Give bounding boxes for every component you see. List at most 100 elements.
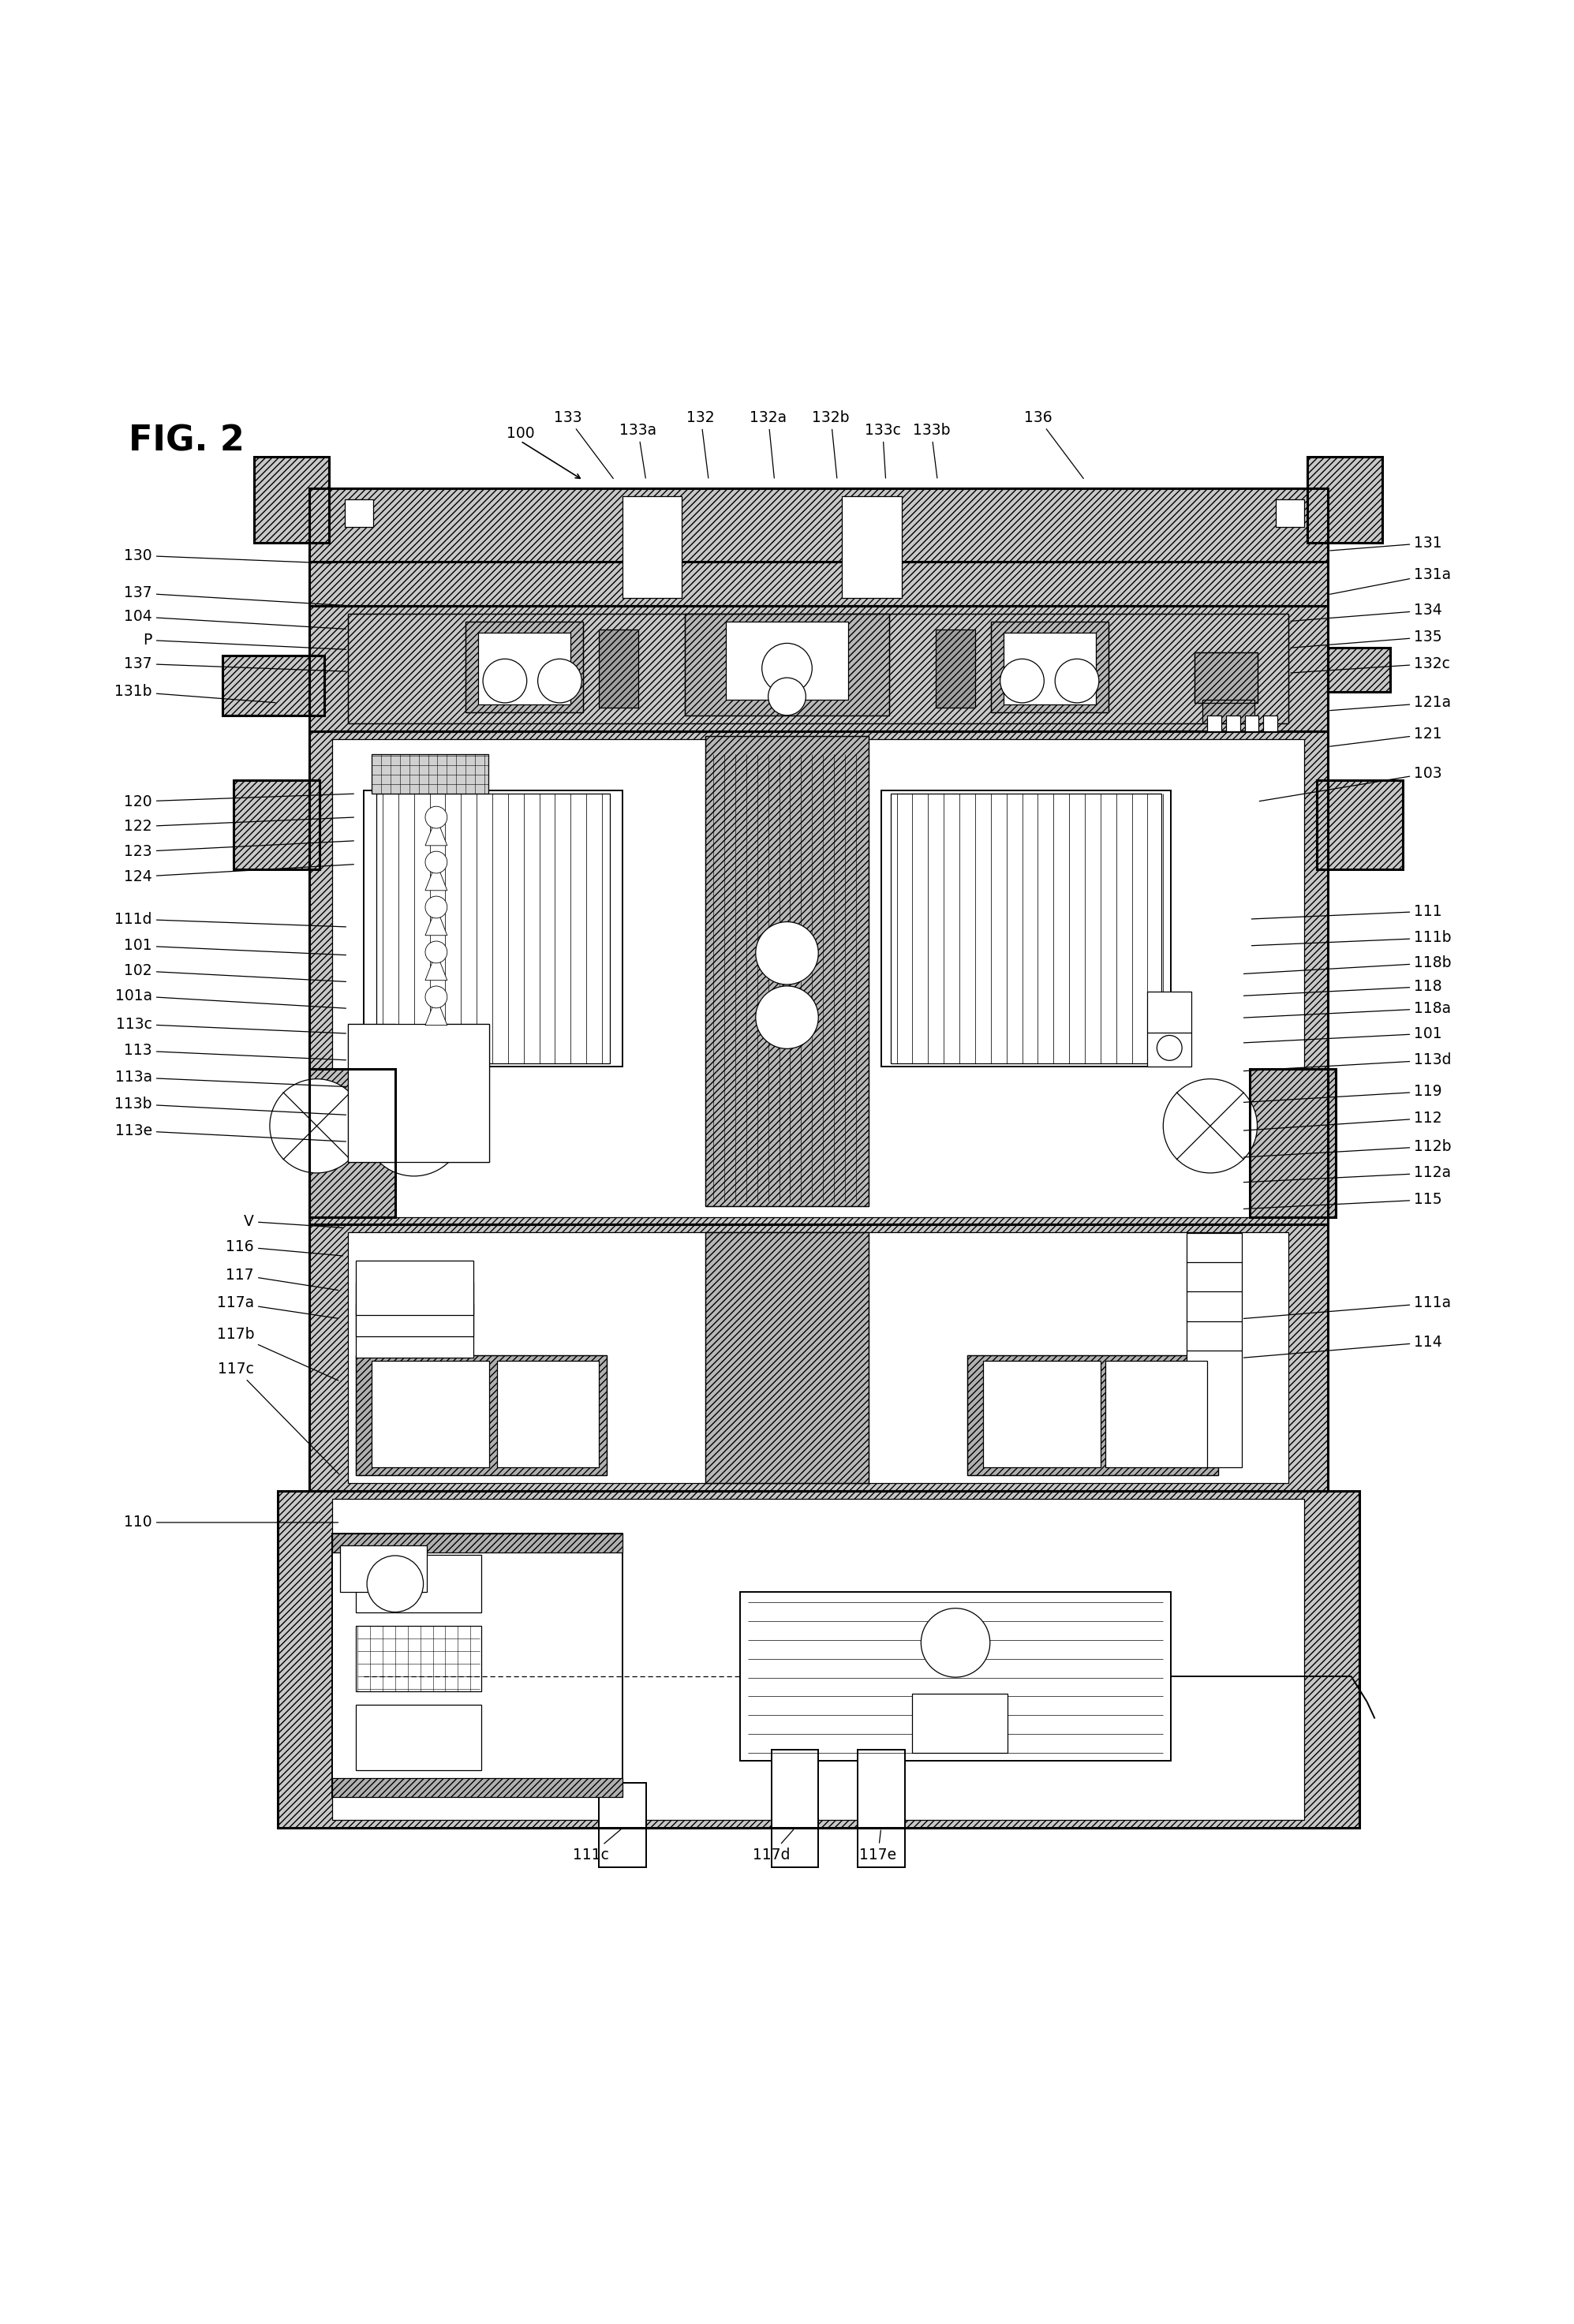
Bar: [913, 1694, 1007, 1752]
Bar: [277, 1492, 1358, 1829]
Bar: [858, 1750, 905, 1866]
Bar: [345, 500, 373, 528]
Text: 132a: 132a: [749, 409, 787, 479]
Text: 101: 101: [124, 939, 346, 955]
Circle shape: [756, 923, 818, 985]
Circle shape: [483, 660, 527, 702]
Bar: [705, 1232, 869, 1483]
Bar: [371, 755, 488, 792]
Bar: [309, 732, 1328, 1225]
Bar: [685, 614, 889, 716]
Bar: [348, 1025, 395, 1162]
Bar: [937, 630, 974, 706]
Bar: [842, 495, 902, 597]
Bar: [309, 1225, 1328, 1492]
Text: 131a: 131a: [1330, 567, 1451, 595]
Bar: [332, 1534, 622, 1796]
Text: 137: 137: [124, 586, 346, 607]
Circle shape: [425, 897, 447, 918]
Text: 113: 113: [124, 1043, 346, 1060]
Bar: [600, 1783, 645, 1866]
Circle shape: [425, 941, 447, 962]
Text: 133b: 133b: [913, 423, 951, 479]
Bar: [356, 1706, 482, 1771]
Bar: [1245, 716, 1259, 732]
Bar: [253, 458, 329, 544]
Text: 121a: 121a: [1330, 695, 1451, 711]
Bar: [309, 1069, 395, 1218]
Text: 137: 137: [124, 655, 346, 672]
Bar: [1207, 716, 1221, 732]
Text: 132b: 132b: [812, 409, 850, 479]
Text: 118b: 118b: [1243, 955, 1451, 974]
Text: 132c: 132c: [1291, 655, 1450, 674]
Text: 136: 136: [1023, 409, 1083, 479]
Text: 120: 120: [124, 795, 354, 809]
Bar: [332, 739, 1305, 1218]
Bar: [376, 792, 609, 1064]
Bar: [233, 781, 320, 869]
Text: 111c: 111c: [573, 1829, 620, 1862]
Bar: [705, 737, 869, 1206]
Bar: [891, 792, 1162, 1064]
Text: 114: 114: [1243, 1334, 1442, 1357]
Bar: [1250, 1069, 1336, 1218]
Bar: [1317, 781, 1402, 869]
Text: P: P: [143, 632, 346, 648]
Text: 132: 132: [686, 409, 715, 479]
Text: 131: 131: [1330, 535, 1442, 551]
Polygon shape: [425, 997, 447, 1025]
Text: 104: 104: [124, 609, 346, 630]
Bar: [233, 781, 320, 869]
Text: 117d: 117d: [752, 1829, 793, 1862]
Text: 117c: 117c: [217, 1362, 338, 1473]
Text: 117a: 117a: [217, 1294, 338, 1318]
Text: 124: 124: [124, 865, 354, 883]
Bar: [309, 488, 1328, 607]
Bar: [356, 1304, 474, 1357]
Circle shape: [367, 1555, 423, 1613]
Bar: [224, 655, 324, 716]
Text: 116: 116: [227, 1239, 343, 1255]
Polygon shape: [425, 906, 447, 934]
Circle shape: [425, 851, 447, 874]
Text: 122: 122: [124, 818, 354, 834]
Bar: [356, 1355, 606, 1476]
Bar: [253, 458, 329, 544]
Bar: [1105, 1362, 1207, 1469]
Bar: [1187, 1234, 1242, 1469]
Text: 113b: 113b: [115, 1097, 346, 1116]
Circle shape: [999, 660, 1044, 702]
Text: 118: 118: [1243, 978, 1442, 995]
Text: 133c: 133c: [864, 423, 900, 479]
Text: 101a: 101a: [115, 988, 346, 1009]
Bar: [309, 1069, 395, 1218]
Bar: [348, 614, 1289, 723]
Bar: [309, 488, 1328, 607]
Bar: [348, 1232, 1289, 1483]
Bar: [332, 1534, 622, 1552]
Text: 102: 102: [124, 964, 346, 981]
Bar: [224, 655, 324, 716]
Circle shape: [1157, 1037, 1182, 1060]
Bar: [356, 1355, 606, 1476]
Circle shape: [269, 1078, 364, 1174]
Text: 117e: 117e: [859, 1831, 897, 1862]
Bar: [309, 1225, 1328, 1492]
Bar: [1195, 653, 1258, 702]
Text: 133a: 133a: [620, 423, 656, 479]
Bar: [309, 607, 1328, 732]
Text: 113d: 113d: [1243, 1053, 1451, 1071]
Bar: [1277, 500, 1305, 528]
Bar: [332, 1778, 622, 1796]
Bar: [622, 495, 682, 597]
Circle shape: [768, 679, 806, 716]
Bar: [1226, 716, 1240, 732]
Bar: [881, 790, 1171, 1067]
Text: 112a: 112a: [1243, 1164, 1451, 1183]
Text: 100: 100: [507, 425, 535, 442]
Bar: [1328, 648, 1390, 693]
Bar: [600, 630, 637, 706]
Text: 113c: 113c: [116, 1016, 346, 1034]
Text: 112b: 112b: [1243, 1139, 1451, 1157]
